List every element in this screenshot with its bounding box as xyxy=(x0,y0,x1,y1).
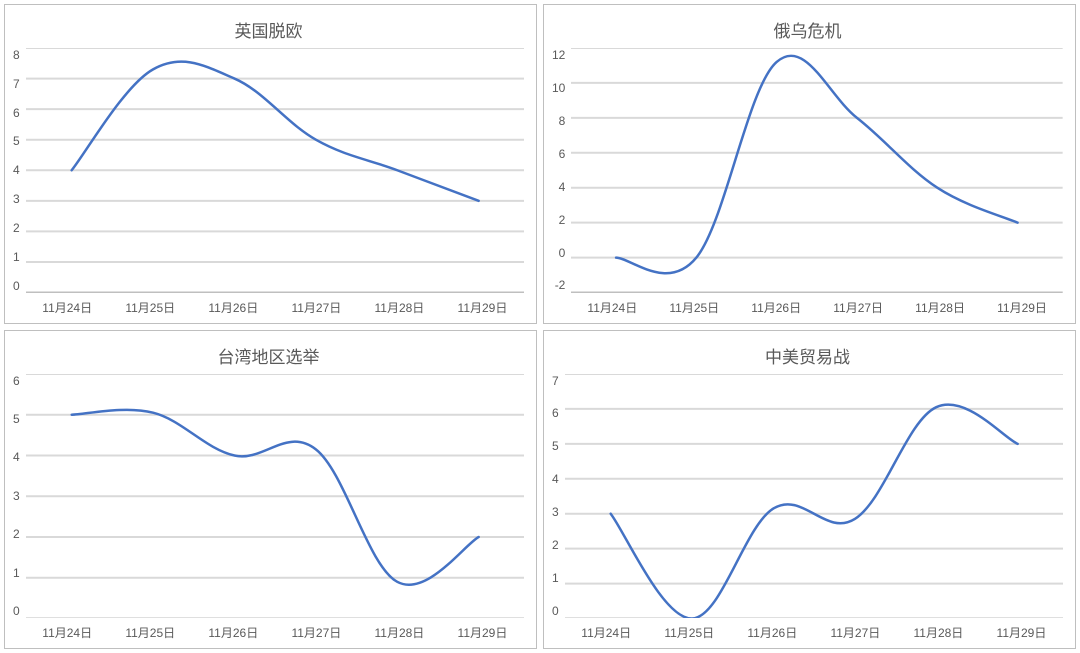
x-axis: 11月24日11月25日11月26日11月27日11月28日11月29日 xyxy=(26,293,524,315)
y-tick-label: 2 xyxy=(13,221,20,235)
x-axis: 11月24日11月25日11月26日11月27日11月28日11月29日 xyxy=(571,293,1063,315)
plot xyxy=(565,374,1063,619)
y-tick-label: 1 xyxy=(13,566,20,580)
x-tick-label: 11月25日 xyxy=(109,299,192,315)
y-tick-label: 6 xyxy=(552,406,559,420)
data-line xyxy=(610,404,1017,618)
y-tick-label: 0 xyxy=(13,279,20,293)
gridlines xyxy=(565,374,1063,619)
x-tick-label: 11月24日 xyxy=(26,624,109,640)
charts-grid: 英国脱欧 876543210 11月24日11月25日11月26日11月27日1… xyxy=(0,0,1080,653)
y-tick-label: 0 xyxy=(552,604,559,618)
panel-us-china-trade: 中美贸易战 76543210 11月24日11月25日11月26日11月27日1… xyxy=(543,330,1076,650)
y-tick-label: 5 xyxy=(13,412,20,426)
y-tick-label: 0 xyxy=(559,246,566,260)
data-line xyxy=(71,62,478,201)
x-tick-label: 11月24日 xyxy=(571,299,653,315)
y-tick-label: 0 xyxy=(13,604,20,618)
x-tick-label: 11月29日 xyxy=(981,299,1063,315)
y-tick-label: 2 xyxy=(559,213,566,227)
y-tick-label: 4 xyxy=(559,180,566,194)
y-tick-label: 5 xyxy=(552,439,559,453)
panel-russia-ukraine: 俄乌危机 12 10 8 6 4 2 0 -2 11月24日11月25日11月26日11月27… xyxy=(543,4,1076,324)
y-tick-label: 3 xyxy=(552,505,559,519)
x-tick-label: 11月28日 xyxy=(358,624,441,640)
y-tick-label: 8 xyxy=(13,48,20,62)
x-tick-label: 11月26日 xyxy=(731,624,814,640)
x-tick-label: 11月24日 xyxy=(565,624,648,640)
x-tick-label: 11月25日 xyxy=(648,624,731,640)
x-tick-label: 11月26日 xyxy=(192,299,275,315)
chart-svg xyxy=(26,48,524,293)
x-tick-label: 11月27日 xyxy=(814,624,897,640)
y-tick-label: 3 xyxy=(13,489,20,503)
chart-area: 8 7 6 5 4 3 2 1 0 11月24日11月25日11月26日11月27日11月28日… xyxy=(13,48,524,315)
y-tick-label: 6 xyxy=(559,147,566,161)
chart-svg xyxy=(565,374,1063,619)
y-tick-label: 7 xyxy=(552,374,559,388)
x-tick-label: 11月28日 xyxy=(358,299,441,315)
x-tick-label: 11月26日 xyxy=(192,624,275,640)
y-tick-label: 1 xyxy=(13,250,20,264)
x-tick-label: 11月27日 xyxy=(275,299,358,315)
y-tick-label: 4 xyxy=(552,472,559,486)
x-tick-label: 11月26日 xyxy=(735,299,817,315)
y-axis: 6 5 4 3 2 1 0 xyxy=(13,374,26,641)
y-tick-label: 3 xyxy=(13,192,20,206)
x-tick-label: 11月29日 xyxy=(980,624,1063,640)
y-axis: 12 10 8 6 4 2 0 -2 xyxy=(552,48,571,315)
y-tick-label: 5 xyxy=(13,134,20,148)
chart-title: 台湾地区选举 xyxy=(13,339,524,374)
x-axis: 11月24日11月25日11月26日11月27日11月28日11月29日 xyxy=(26,618,524,640)
y-tick-label: 12 xyxy=(552,48,565,62)
y-tick-label: 6 xyxy=(13,106,20,120)
x-tick-label: 11月25日 xyxy=(653,299,735,315)
x-tick-label: 11月27日 xyxy=(275,624,358,640)
x-tick-label: 11月24日 xyxy=(26,299,109,315)
plot xyxy=(571,48,1063,293)
y-tick-label: -2 xyxy=(555,278,566,292)
plot-wrap: 11月24日11月25日11月26日11月27日11月28日11月29日 xyxy=(565,374,1063,641)
y-tick-label: 4 xyxy=(13,163,20,177)
panel-brexit: 英国脱欧 876543210 11月24日11月25日11月26日11月27日1… xyxy=(4,4,537,324)
x-tick-label: 11月25日 xyxy=(109,624,192,640)
chart-title: 俄乌危机 xyxy=(552,13,1063,48)
x-tick-label: 11月29日 xyxy=(441,624,524,640)
chart-area: 7 6 5 4 3 2 1 0 11月24日11月25日11月26日11月27日11月28日1… xyxy=(552,374,1063,641)
data-line xyxy=(616,56,1018,273)
y-axis: 7 6 5 4 3 2 1 0 xyxy=(552,374,565,641)
x-tick-label: 11月28日 xyxy=(899,299,981,315)
y-tick-label: 7 xyxy=(13,77,20,91)
panel-taiwan-election: 台湾地区选举 6543210 11月24日11月25日11月26日11月27日1… xyxy=(4,330,537,650)
plot-wrap: 11月24日11月25日11月26日11月27日11月28日11月29日 xyxy=(26,48,524,315)
gridlines xyxy=(571,48,1063,293)
y-tick-label: 4 xyxy=(13,450,20,464)
chart-title: 中美贸易战 xyxy=(552,339,1063,374)
plot-wrap: 11月24日11月25日11月26日11月27日11月28日11月29日 xyxy=(26,374,524,641)
x-axis: 11月24日11月25日11月26日11月27日11月28日11月29日 xyxy=(565,618,1063,640)
y-tick-label: 2 xyxy=(13,527,20,541)
chart-area: 6 5 4 3 2 1 0 11月24日11月25日11月26日11月27日11月28日11… xyxy=(13,374,524,641)
chart-svg xyxy=(571,48,1063,293)
y-tick-label: 10 xyxy=(552,81,565,95)
data-line xyxy=(71,409,478,584)
chart-svg xyxy=(26,374,524,619)
y-tick-label: 6 xyxy=(13,374,20,388)
gridlines xyxy=(26,48,524,293)
y-tick-label: 2 xyxy=(552,538,559,552)
plot xyxy=(26,48,524,293)
plot-wrap: 11月24日11月25日11月26日11月27日11月28日11月29日 xyxy=(571,48,1063,315)
chart-area: 121086420-2 11月24日11月25日11月26日11月27日11月2… xyxy=(552,48,1063,315)
chart-title: 英国脱欧 xyxy=(13,13,524,48)
y-tick-label: 8 xyxy=(559,114,566,128)
y-axis: 8 7 6 5 4 3 2 1 0 xyxy=(13,48,26,315)
plot xyxy=(26,374,524,619)
y-tick-label: 1 xyxy=(552,571,559,585)
x-tick-label: 11月28日 xyxy=(897,624,980,640)
x-tick-label: 11月29日 xyxy=(441,299,524,315)
x-tick-label: 11月27日 xyxy=(817,299,899,315)
